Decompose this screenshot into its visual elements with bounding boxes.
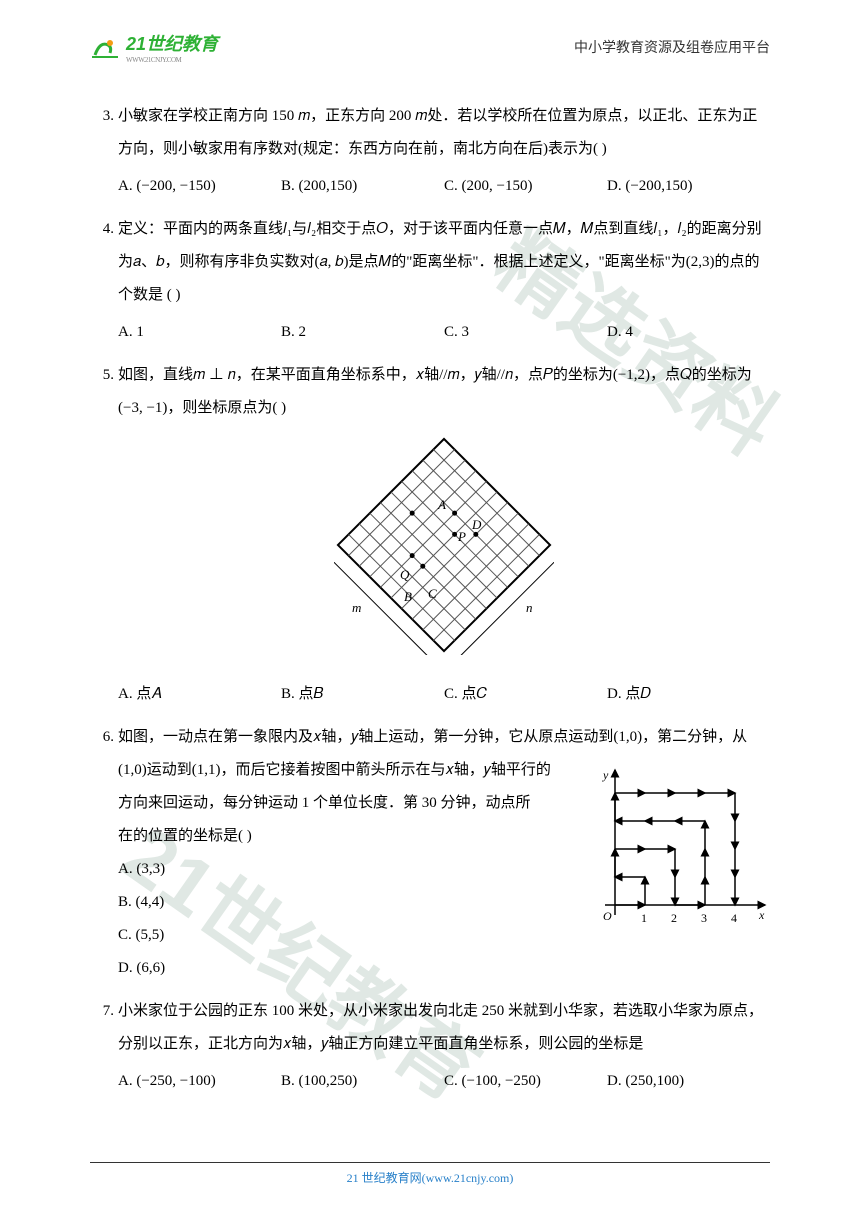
page-header: 21世纪教育 WWW.21CNJY.COM 中小学教育资源及组卷应用平台 xyxy=(0,30,860,64)
logo-text: 21世纪教育 xyxy=(126,30,218,56)
content: 3. 小敏家在学校正南方向 150 𝑚，正东方向 200 𝑚处．若以学校所在位置… xyxy=(90,100,770,1098)
option-c: C. 点𝐶 xyxy=(444,678,607,711)
options-row: A. (−200, −150) B. (200,150) C. (200, −1… xyxy=(118,170,770,203)
svg-text:D: D xyxy=(471,517,482,532)
option-d: D. 4 xyxy=(607,316,770,349)
question-4: 4. 定义：平面内的两条直线𝑙₁与𝑙₂相交于点𝑂，对于该平面内任意一点𝑀，𝑀点到… xyxy=(90,213,770,349)
option-d: D. (6,6) xyxy=(118,952,518,985)
option-b: B. 点𝐵 xyxy=(281,678,444,711)
svg-text:1: 1 xyxy=(641,911,647,925)
option-b: B. 2 xyxy=(281,316,444,349)
options-list: A. (3,3) B. (4,4) C. (5,5) D. (6,6) xyxy=(118,853,518,985)
option-a: A. 1 xyxy=(118,316,281,349)
options-row: A. 1 B. 2 C. 3 D. 4 xyxy=(118,316,770,349)
option-c: C. (200, −150) xyxy=(444,170,607,203)
option-b: B. (4,4) xyxy=(118,886,518,919)
svg-text:x: x xyxy=(758,908,765,922)
option-d: D. (250,100) xyxy=(607,1065,770,1098)
question-number: 7. xyxy=(90,995,118,1098)
q6-figure: O 1 2 3 4 x y xyxy=(585,765,770,948)
option-b: B. (100,250) xyxy=(281,1065,444,1098)
option-d: D. (−200,150) xyxy=(607,170,770,203)
question-text: 小米家位于公园的正东 100 米处，从小米家出发向北走 250 米就到小华家，若… xyxy=(118,995,770,1061)
question-number: 3. xyxy=(90,100,118,203)
question-number: 4. xyxy=(90,213,118,349)
svg-text:2: 2 xyxy=(671,911,677,925)
logo: 21世纪教育 WWW.21CNJY.COM xyxy=(90,30,218,64)
option-c: C. 3 xyxy=(444,316,607,349)
option-d: D. 点𝐷 xyxy=(607,678,770,711)
svg-text:C: C xyxy=(428,586,437,601)
svg-text:3: 3 xyxy=(701,911,707,925)
svg-text:Q: Q xyxy=(400,567,410,582)
question-text: 如图，直线𝑚 ⊥ 𝑛，在某平面直角坐标系中，𝑥轴//𝑚，𝑦轴//𝑛，点𝑃的坐标为… xyxy=(118,359,770,425)
question-6: 6. 如图，一动点在第一象限内及𝑥轴，𝑦轴上运动，第一分钟，它从原点运动到(1,… xyxy=(90,721,770,985)
svg-text:y: y xyxy=(602,768,609,782)
svg-text:4: 4 xyxy=(731,911,737,925)
options-row: A. 点𝐴 B. 点𝐵 C. 点𝐶 D. 点𝐷 xyxy=(118,678,770,711)
footer-url: (www.21cnjy.com) xyxy=(422,1171,514,1185)
option-c: C. (−100, −250) xyxy=(444,1065,607,1098)
option-a: A. (−200, −150) xyxy=(118,170,281,203)
question-text-p2: 方向来回运动，每分钟运动 1 个单位长度．第 30 分钟，动点所在的位置的坐标是… xyxy=(118,787,538,853)
svg-text:m: m xyxy=(352,600,361,615)
q5-figure: A D P Q B C m n xyxy=(118,435,770,668)
svg-text:B: B xyxy=(404,589,412,604)
question-text: 小敏家在学校正南方向 150 𝑚，正东方向 200 𝑚处．若以学校所在位置为原点… xyxy=(118,100,770,166)
svg-text:P: P xyxy=(457,529,466,544)
option-a: A. (−250, −100) xyxy=(118,1065,281,1098)
option-b: B. (200,150) xyxy=(281,170,444,203)
header-title: 中小学教育资源及组卷应用平台 xyxy=(574,37,770,57)
footer-text: 21 世纪教育网 xyxy=(347,1171,422,1185)
question-number: 5. xyxy=(90,359,118,711)
svg-text:O: O xyxy=(603,909,612,923)
question-7: 7. 小米家位于公园的正东 100 米处，从小米家出发向北走 250 米就到小华… xyxy=(90,995,770,1098)
options-row: A. (−250, −100) B. (100,250) C. (−100, −… xyxy=(118,1065,770,1098)
option-a: A. 点𝐴 xyxy=(118,678,281,711)
logo-icon xyxy=(90,33,120,61)
question-number: 6. xyxy=(90,721,118,985)
page-footer: 21 世纪教育网(www.21cnjy.com) xyxy=(90,1162,770,1186)
question-5: 5. 如图，直线𝑚 ⊥ 𝑛，在某平面直角坐标系中，𝑥轴//𝑚，𝑦轴//𝑛，点𝑃的… xyxy=(90,359,770,711)
svg-text:A: A xyxy=(437,497,446,512)
logo-url: WWW.21CNJY.COM xyxy=(126,56,218,64)
question-3: 3. 小敏家在学校正南方向 150 𝑚，正东方向 200 𝑚处．若以学校所在位置… xyxy=(90,100,770,203)
svg-text:n: n xyxy=(526,600,533,615)
option-c: C. (5,5) xyxy=(118,919,518,952)
question-text: 定义：平面内的两条直线𝑙₁与𝑙₂相交于点𝑂，对于该平面内任意一点𝑀，𝑀点到直线𝑙… xyxy=(118,213,770,312)
option-a: A. (3,3) xyxy=(118,853,518,886)
